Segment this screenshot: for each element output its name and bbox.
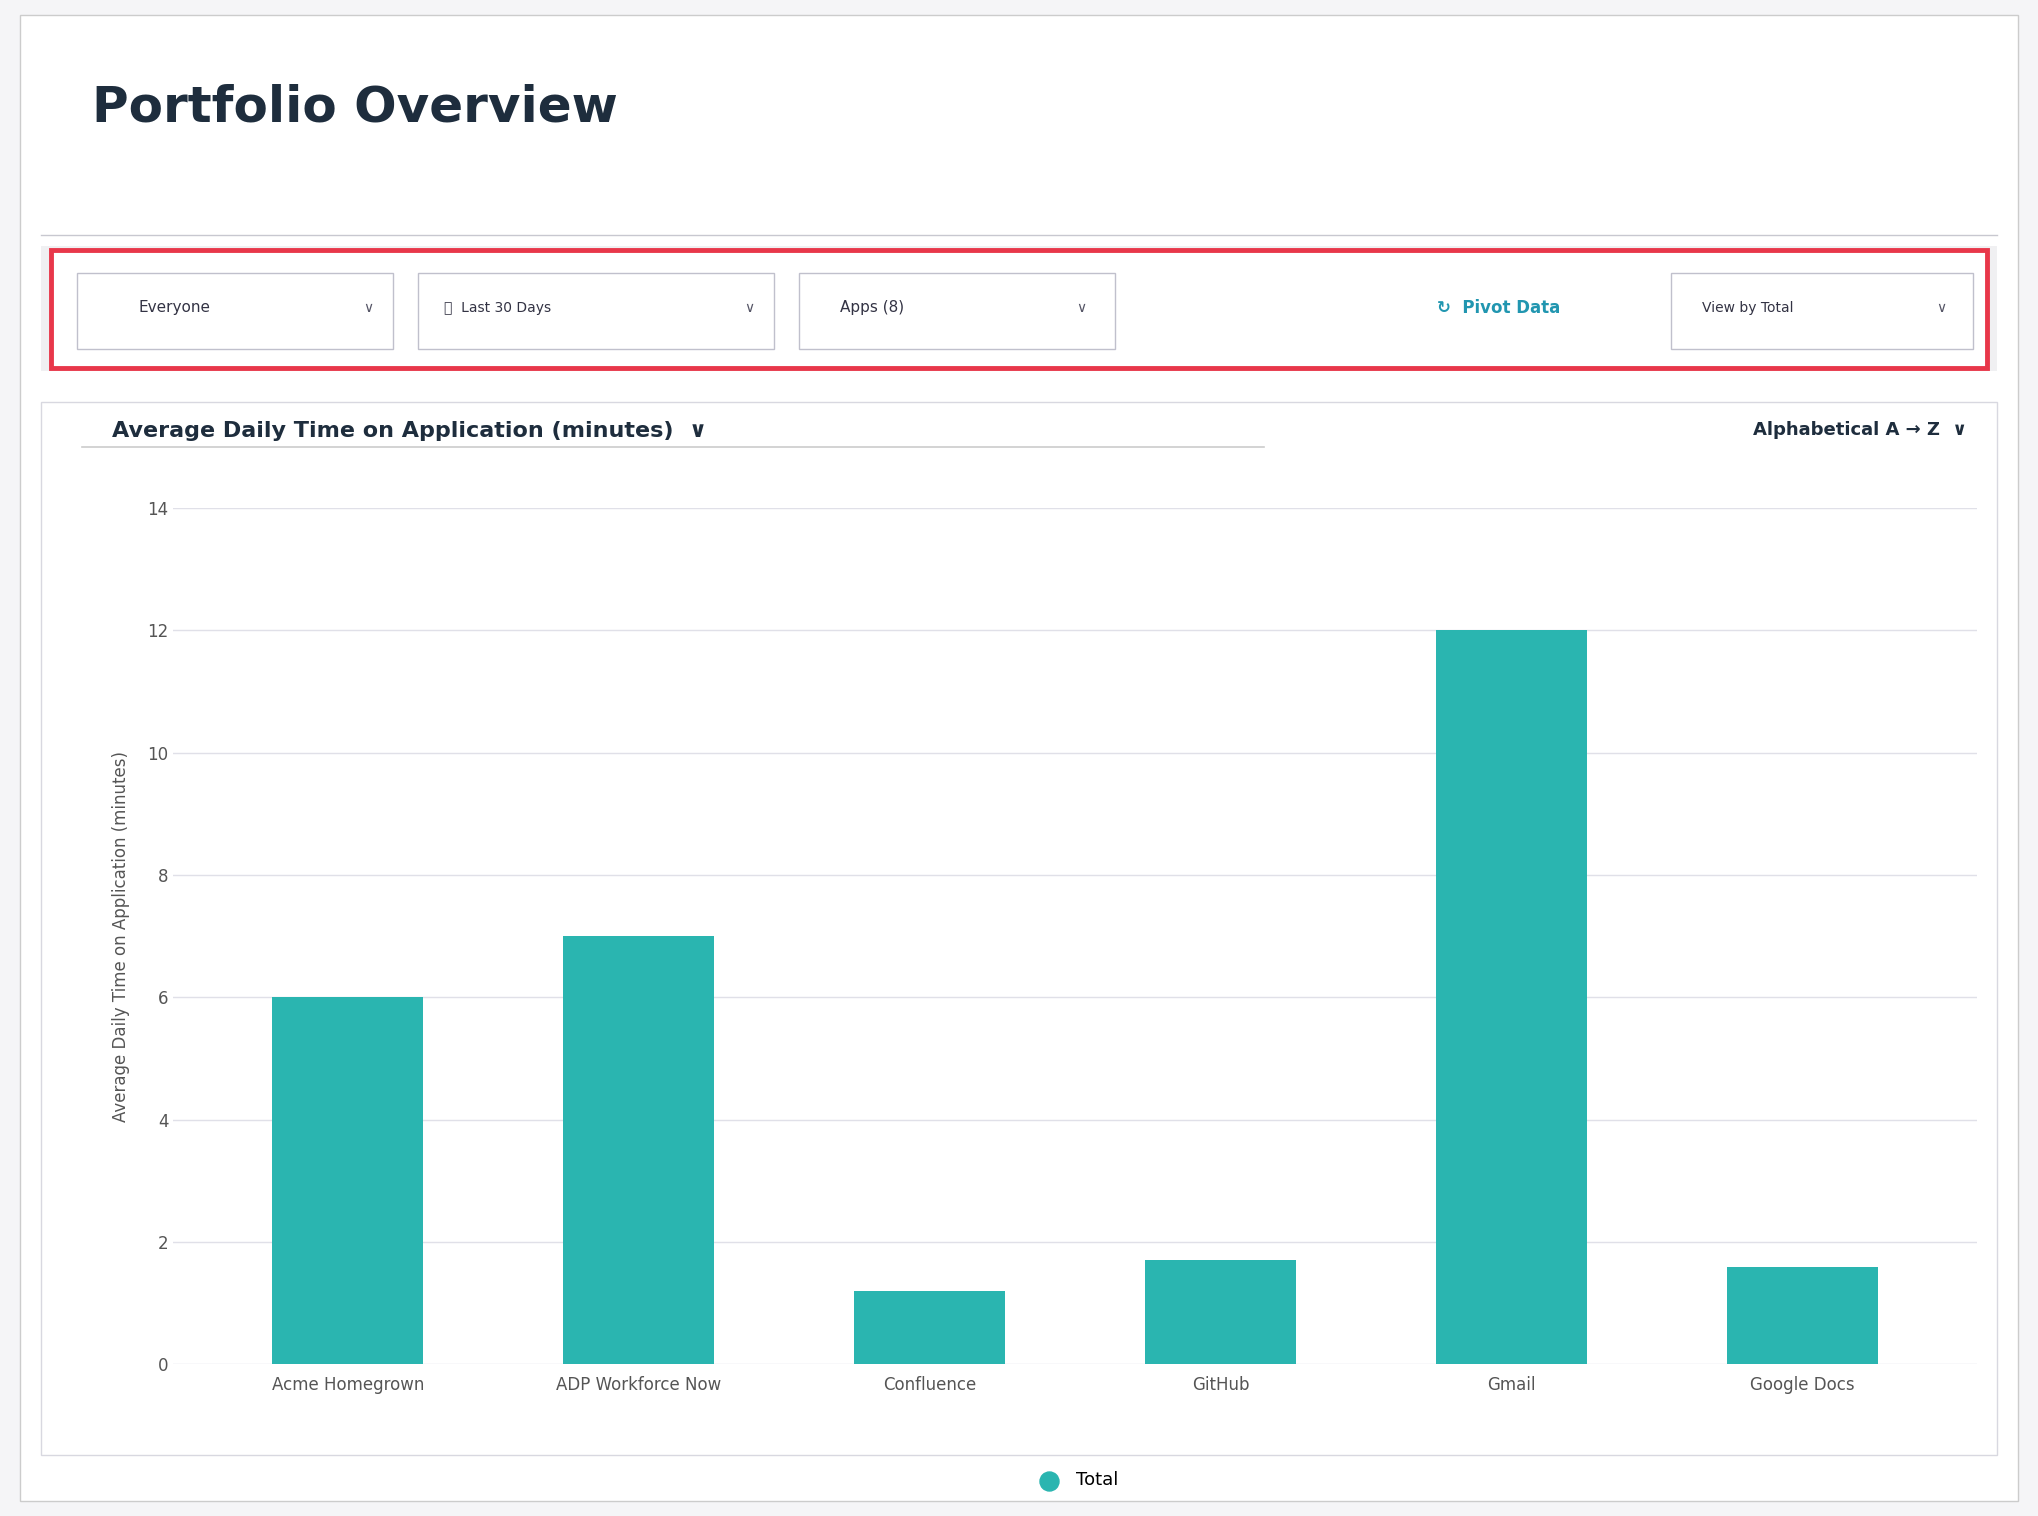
FancyBboxPatch shape (51, 250, 1987, 368)
FancyBboxPatch shape (1671, 273, 1973, 349)
FancyBboxPatch shape (41, 402, 1997, 1455)
Bar (1726, 1266, 1877, 1364)
Text: Alphabetical A → Z  ∨: Alphabetical A → Z ∨ (1753, 421, 1967, 440)
FancyBboxPatch shape (799, 273, 1115, 349)
Bar (273, 998, 424, 1364)
Text: Portfolio Overview: Portfolio Overview (92, 83, 618, 132)
Bar (854, 1292, 1005, 1364)
Text: ∨: ∨ (744, 300, 754, 315)
Y-axis label: Average Daily Time on Application (minutes): Average Daily Time on Application (minut… (112, 750, 130, 1122)
FancyBboxPatch shape (20, 15, 2018, 1501)
Text: ↻  Pivot Data: ↻ Pivot Data (1437, 299, 1559, 317)
Text: Average Daily Time on Application (minutes)  ∨: Average Daily Time on Application (minut… (112, 421, 707, 441)
Bar (1435, 631, 1588, 1364)
Bar (1145, 1260, 1296, 1364)
FancyBboxPatch shape (41, 246, 1997, 371)
Bar (562, 937, 715, 1364)
Text: Everyone: Everyone (139, 300, 210, 315)
FancyBboxPatch shape (418, 273, 774, 349)
Text: ∨: ∨ (1076, 300, 1086, 315)
Text: ∨: ∨ (363, 300, 373, 315)
FancyBboxPatch shape (77, 273, 393, 349)
Legend: Total: Total (1023, 1464, 1127, 1496)
Text: Apps (8): Apps (8) (840, 300, 903, 315)
Text: 📅  Last 30 Days: 📅 Last 30 Days (444, 300, 552, 315)
Text: View by Total: View by Total (1702, 300, 1793, 315)
Text: ∨: ∨ (1936, 300, 1946, 315)
